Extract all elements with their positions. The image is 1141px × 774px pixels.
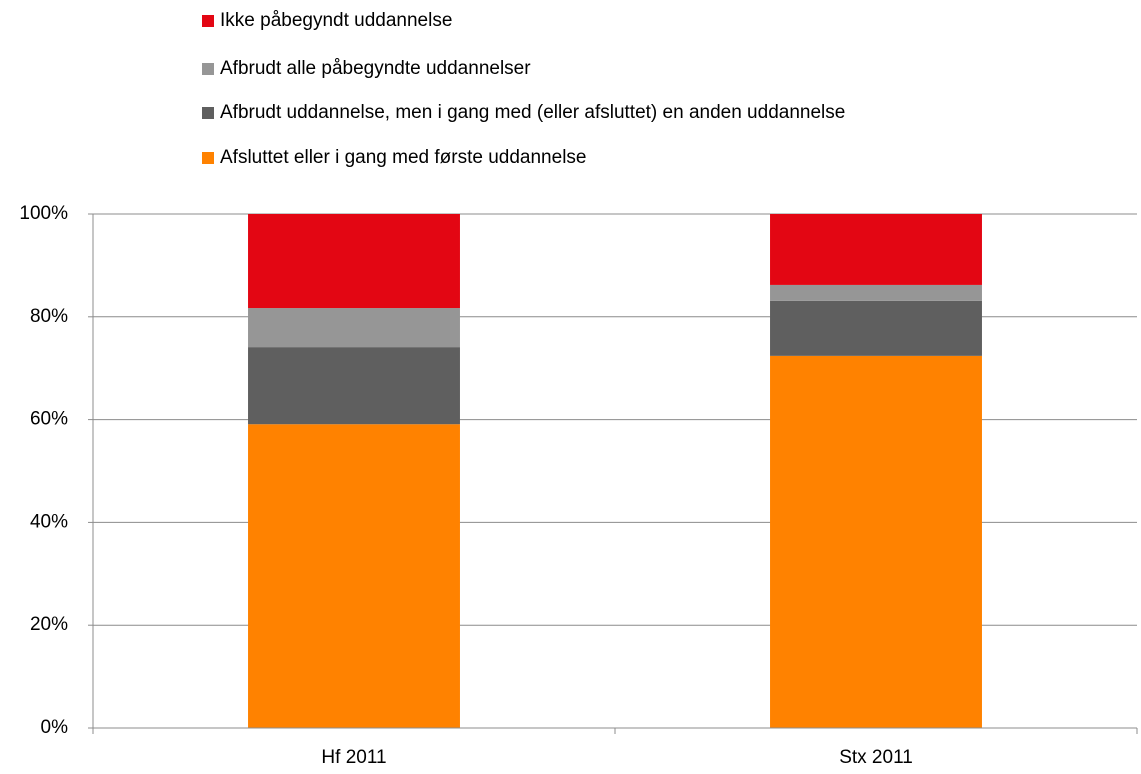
bar-segment [248, 308, 460, 348]
legend-label: Ikke påbegyndt uddannelse [220, 10, 452, 31]
bar-segment [248, 347, 460, 425]
y-tick-label: 60% [30, 409, 68, 430]
y-tick-label: 20% [30, 614, 68, 635]
bar-segment [770, 300, 982, 356]
legend-label: Afbrudt uddannelse, men i gang med (elle… [220, 102, 845, 123]
bar-segment [770, 284, 982, 301]
bar-segment [248, 214, 460, 309]
y-tick-label: 40% [30, 511, 68, 532]
legend-swatch [202, 152, 214, 164]
y-tick-label: 100% [19, 203, 68, 224]
legend-swatch [202, 15, 214, 27]
x-tick-label: Stx 2011 [839, 747, 913, 768]
bar-segment [770, 214, 982, 285]
bar-segment [248, 424, 460, 728]
legend-label: Afsluttet eller i gang med første uddann… [220, 147, 586, 168]
legend-label: Afbrudt alle påbegyndte uddannelser [220, 58, 531, 79]
x-tick-label: Hf 2011 [321, 747, 386, 768]
legend-swatch [202, 107, 214, 119]
y-tick-label: 80% [30, 306, 68, 327]
legend-swatch [202, 63, 214, 75]
y-tick-label: 0% [41, 717, 69, 738]
bar-segment [770, 355, 982, 728]
